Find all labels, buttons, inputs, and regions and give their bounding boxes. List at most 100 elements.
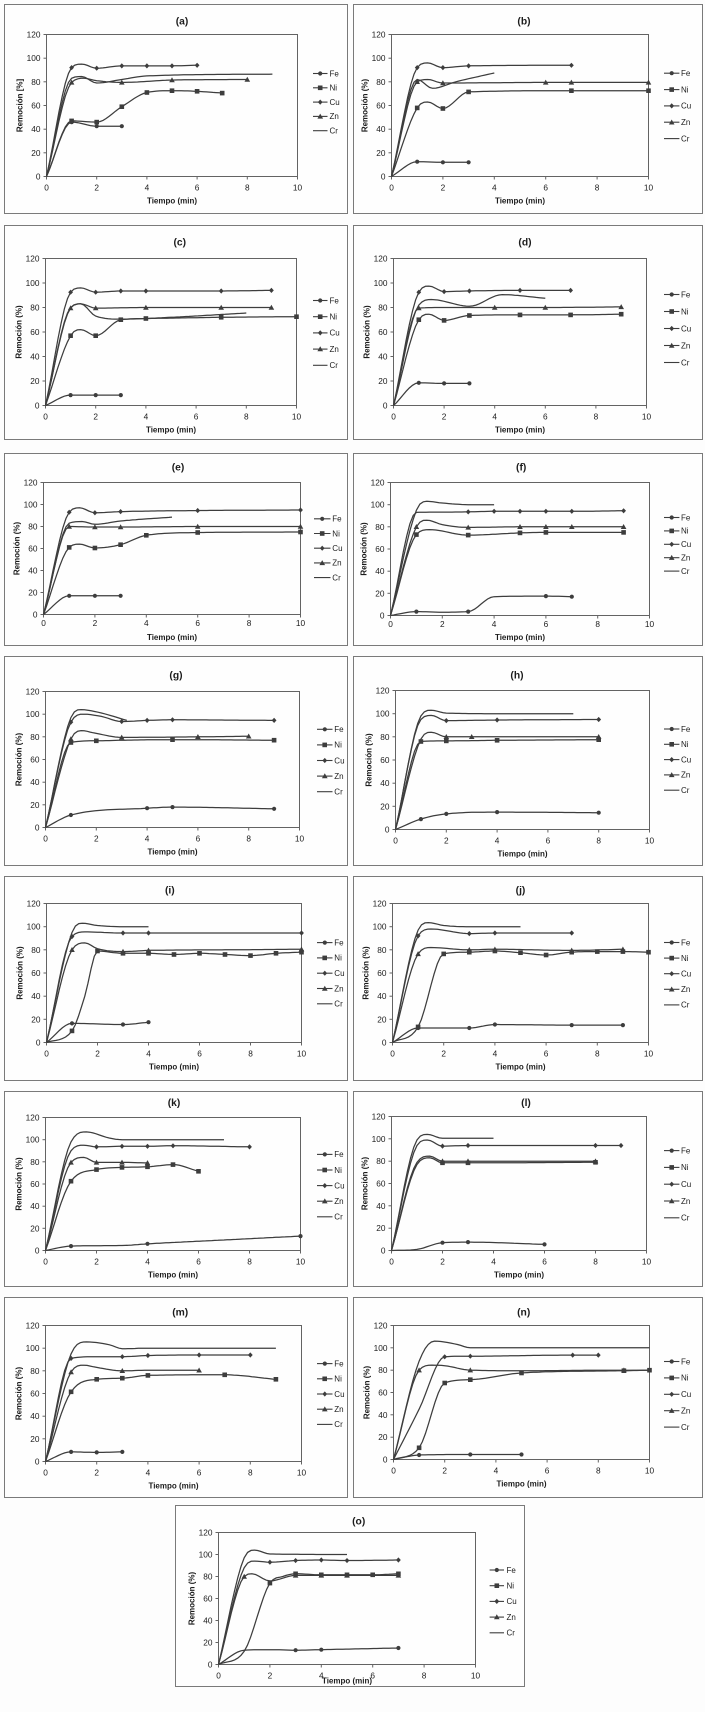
svg-text:Fe: Fe (334, 1359, 344, 1368)
svg-text:20: 20 (203, 1638, 213, 1648)
svg-text:Cu: Cu (332, 544, 342, 553)
svg-text:Tiempo (min): Tiempo (min) (148, 1271, 198, 1280)
svg-text:120: 120 (26, 254, 40, 264)
svg-text:0: 0 (389, 183, 394, 193)
svg-text:20: 20 (30, 1434, 40, 1444)
svg-text:100: 100 (373, 922, 387, 932)
svg-text:Ni: Ni (330, 84, 338, 93)
svg-text:2: 2 (444, 836, 449, 846)
svg-text:Cu: Cu (334, 969, 344, 978)
svg-text:Fe: Fe (334, 938, 344, 947)
svg-text:0: 0 (391, 1466, 396, 1476)
svg-text:4: 4 (145, 834, 150, 844)
svg-text:Remoción (%): Remoción (%) (15, 305, 24, 359)
svg-text:Tiempo (min): Tiempo (min) (496, 1480, 546, 1489)
svg-text:0: 0 (393, 836, 398, 846)
svg-text:Tiempo (min): Tiempo (min) (147, 197, 197, 206)
svg-text:40: 40 (28, 566, 38, 576)
svg-text:20: 20 (31, 1014, 41, 1024)
svg-text:8: 8 (596, 1466, 601, 1476)
svg-text:Cr: Cr (334, 1420, 343, 1429)
svg-text:100: 100 (27, 53, 41, 63)
svg-text:20: 20 (376, 148, 386, 158)
svg-text:20: 20 (30, 800, 40, 810)
svg-text:Remoción (%): Remoción (%) (15, 1157, 24, 1211)
svg-text:40: 40 (377, 991, 387, 1001)
svg-text:20: 20 (378, 376, 388, 386)
svg-text:Ni: Ni (681, 1374, 689, 1383)
svg-text:Fe: Fe (681, 290, 691, 299)
svg-text:8: 8 (247, 618, 252, 628)
svg-text:4: 4 (492, 183, 497, 193)
svg-text:120: 120 (373, 899, 387, 909)
svg-text:0: 0 (36, 172, 41, 182)
svg-text:Tiempo (min): Tiempo (min) (495, 197, 545, 206)
svg-text:10: 10 (295, 834, 305, 844)
svg-text:Ni: Ni (681, 527, 689, 536)
svg-text:0: 0 (43, 834, 48, 844)
svg-text:0: 0 (381, 172, 386, 182)
svg-text:10: 10 (645, 619, 655, 629)
svg-text:(j): (j) (516, 886, 526, 897)
svg-text:80: 80 (31, 945, 41, 955)
svg-text:80: 80 (378, 303, 388, 313)
svg-text:Ni: Ni (332, 529, 340, 538)
svg-text:40: 40 (30, 777, 40, 787)
svg-text:60: 60 (380, 755, 390, 765)
svg-text:(n): (n) (517, 1308, 530, 1319)
svg-text:100: 100 (371, 500, 385, 510)
svg-text:Cu: Cu (681, 1390, 691, 1399)
svg-text:100: 100 (372, 53, 386, 63)
svg-text:100: 100 (374, 278, 388, 288)
svg-text:2: 2 (94, 1468, 99, 1478)
svg-text:6: 6 (546, 836, 551, 846)
svg-text:Tiempo (min): Tiempo (min) (322, 1677, 372, 1686)
svg-text:0: 0 (390, 1049, 395, 1059)
svg-text:0: 0 (388, 619, 393, 629)
svg-text:Remoción (%): Remoción (%) (363, 305, 372, 359)
svg-text:80: 80 (30, 732, 40, 742)
svg-text:4: 4 (146, 1468, 151, 1478)
svg-text:Cu: Cu (330, 329, 340, 338)
svg-text:100: 100 (27, 922, 41, 932)
svg-text:(l): (l) (521, 1098, 531, 1109)
svg-text:4: 4 (319, 1671, 324, 1681)
svg-text:20: 20 (30, 1223, 40, 1233)
svg-text:Tiempo (min): Tiempo (min) (495, 1063, 545, 1072)
svg-text:40: 40 (375, 566, 385, 576)
svg-text:Zn: Zn (681, 118, 690, 127)
svg-text:Zn: Zn (681, 341, 690, 350)
svg-text:120: 120 (374, 254, 388, 264)
svg-text:Remoción [%]: Remoción [%] (16, 79, 25, 133)
svg-text:Remoción (%): Remoción (%) (16, 946, 25, 1000)
svg-text:60: 60 (30, 1389, 40, 1399)
svg-text:0: 0 (33, 610, 38, 620)
svg-text:80: 80 (28, 522, 38, 532)
svg-text:6: 6 (370, 1671, 375, 1681)
svg-text:(k): (k) (168, 1098, 181, 1109)
svg-text:0: 0 (208, 1660, 213, 1670)
svg-text:8: 8 (246, 834, 251, 844)
svg-text:Fe: Fe (334, 725, 344, 734)
svg-text:40: 40 (378, 352, 388, 362)
svg-text:120: 120 (26, 687, 40, 697)
svg-text:10: 10 (293, 183, 303, 193)
svg-text:(o): (o) (352, 1517, 365, 1528)
svg-text:Cr: Cr (334, 788, 343, 797)
svg-text:40: 40 (30, 1201, 40, 1211)
svg-text:2: 2 (93, 412, 98, 422)
svg-text:6: 6 (542, 1257, 547, 1267)
svg-text:0: 0 (385, 825, 390, 835)
svg-text:2: 2 (94, 183, 99, 193)
svg-text:2: 2 (95, 1049, 100, 1059)
svg-text:60: 60 (30, 755, 40, 765)
svg-text:Ni: Ni (334, 741, 342, 750)
svg-text:Remoción (%): Remoción (%) (363, 1366, 372, 1420)
svg-text:Ni: Ni (681, 307, 689, 316)
svg-text:6: 6 (545, 1466, 550, 1476)
svg-text:0: 0 (35, 1457, 40, 1467)
svg-text:Tiempo (min): Tiempo (min) (497, 850, 547, 859)
svg-text:6: 6 (197, 1468, 202, 1478)
svg-text:100: 100 (24, 500, 38, 510)
svg-text:60: 60 (377, 968, 387, 978)
